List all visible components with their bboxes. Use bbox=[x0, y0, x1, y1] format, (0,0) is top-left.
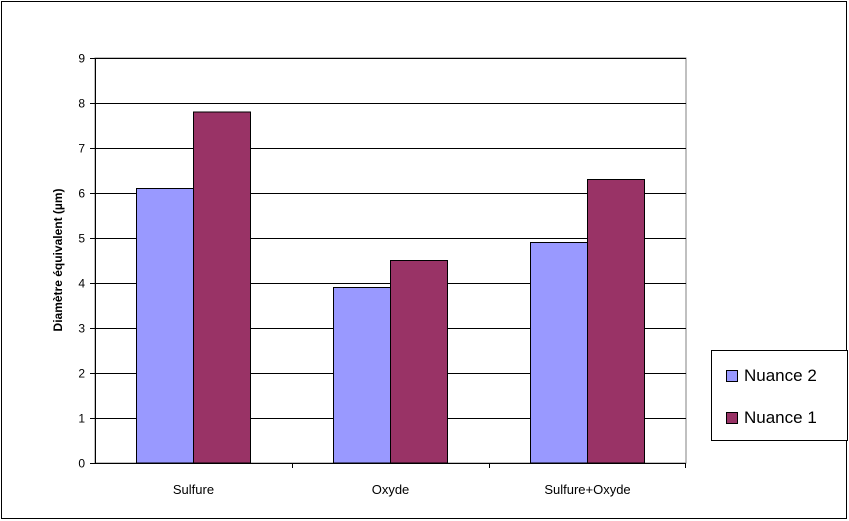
y-tick-label: 3 bbox=[78, 322, 85, 336]
y-tick-label: 2 bbox=[78, 367, 85, 381]
y-axis-label: Diamètre équivalent (µm) bbox=[51, 189, 65, 332]
bar-nuance-1-sulfure bbox=[193, 111, 251, 464]
y-tick-label: 7 bbox=[78, 142, 85, 156]
y-tick-label: 4 bbox=[78, 277, 85, 291]
legend-swatch bbox=[726, 370, 738, 382]
y-tick-label: 6 bbox=[78, 187, 85, 201]
bar-nuance-1-sulfure-oxyde bbox=[587, 179, 645, 464]
y-tick-label: 0 bbox=[78, 457, 85, 471]
legend-label: Nuance 2 bbox=[744, 366, 817, 385]
legend-swatch bbox=[726, 412, 738, 424]
y-tick-label: 5 bbox=[78, 232, 85, 246]
bar-nuance-2-sulfure bbox=[136, 188, 194, 464]
x-tick-label: Sulfure+Oxyde bbox=[544, 482, 630, 497]
legend-label: Nuance 1 bbox=[744, 408, 817, 427]
legend-item-nuance-1: Nuance 1 bbox=[726, 407, 817, 429]
legend: Nuance 2 Nuance 1 bbox=[711, 350, 848, 441]
bar-nuance-1-oxyde bbox=[390, 260, 448, 464]
bar-nuance-2-sulfure-oxyde bbox=[530, 242, 588, 464]
x-tick-label: Sulfure bbox=[173, 482, 214, 497]
axes: 0 1 2 3 4 5 6 7 8 9 Sulfure Oxyde Sulfure+Oxyde bbox=[78, 52, 686, 497]
bar-nuance-2-oxyde bbox=[333, 287, 391, 464]
y-tick-label: 8 bbox=[78, 97, 85, 111]
y-tick-label: 1 bbox=[78, 412, 85, 426]
y-tick-label: 9 bbox=[78, 52, 85, 66]
bars bbox=[136, 111, 645, 464]
legend-item-nuance-2: Nuance 2 bbox=[726, 365, 817, 387]
x-tick-label: Oxyde bbox=[372, 482, 410, 497]
